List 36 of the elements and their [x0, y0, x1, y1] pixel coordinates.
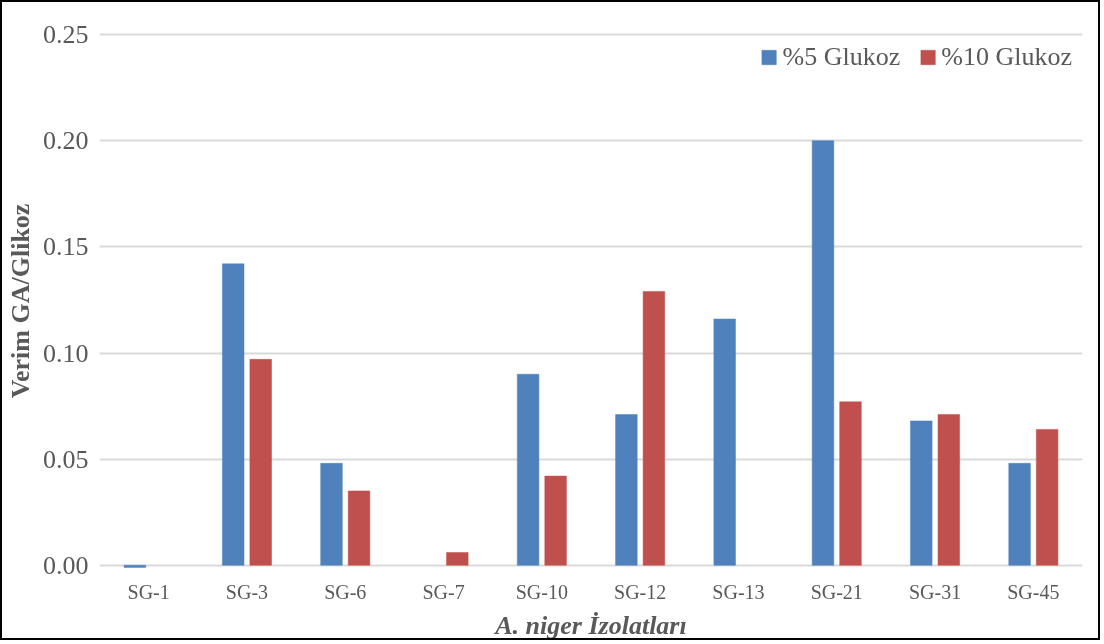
x-tick-label: SG-3 — [225, 580, 269, 603]
bar — [713, 318, 736, 566]
bar — [446, 552, 469, 566]
y-axis-title: Verim GA/Glikoz — [6, 203, 35, 399]
legend-label: %5 Glukoz — [782, 42, 901, 72]
y-tick-label: 0.25 — [43, 20, 89, 50]
bar — [615, 414, 638, 566]
x-tick-label: SG-13 — [712, 580, 765, 603]
x-tick-label: SG-6 — [324, 580, 367, 603]
y-tick-label: 0.10 — [43, 338, 89, 368]
bar — [347, 490, 371, 566]
x-tick-label: SG-1 — [127, 580, 170, 603]
bar — [544, 475, 567, 566]
x-tick-label: SG-7 — [422, 580, 465, 603]
y-tick-label: 0.00 — [43, 550, 89, 580]
bar — [642, 291, 665, 566]
bar — [839, 401, 862, 566]
bar — [1008, 463, 1031, 566]
x-tick-label: SG-21 — [810, 580, 863, 603]
x-tick-label: SG-10 — [515, 580, 568, 603]
x-tick-label: SG-12 — [614, 580, 667, 603]
y-tick-label: 0.20 — [43, 126, 89, 156]
bar — [937, 414, 960, 566]
y-tick-label: 0.15 — [43, 232, 89, 262]
legend-label: %10 Glukoz — [941, 42, 1072, 72]
bar — [222, 263, 245, 566]
x-tick-label: SG-45 — [1007, 580, 1060, 603]
bar — [1036, 429, 1059, 566]
bar — [910, 420, 933, 566]
x-tick-label: SG-31 — [908, 580, 962, 603]
bar — [811, 140, 835, 566]
bar — [249, 359, 272, 566]
bar — [320, 463, 343, 566]
bar — [123, 565, 146, 568]
bar — [517, 373, 540, 566]
y-tick-label: 0.05 — [43, 444, 89, 474]
